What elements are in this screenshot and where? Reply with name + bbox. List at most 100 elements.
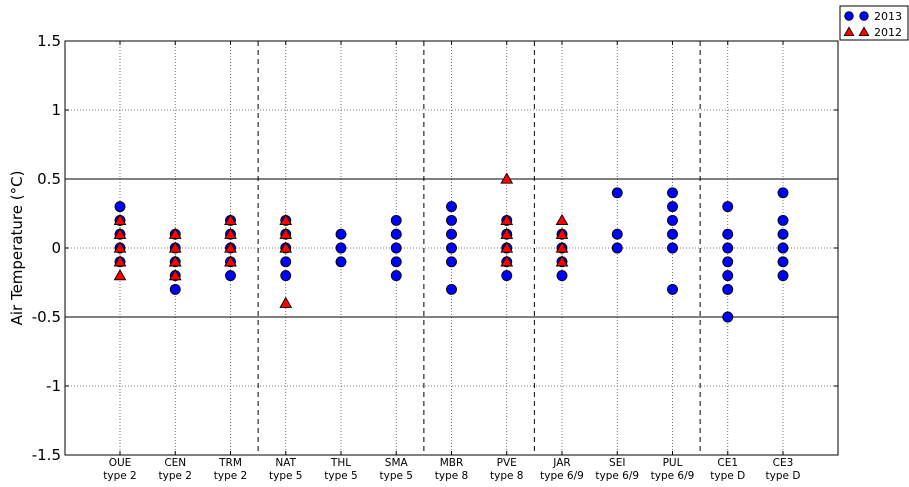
- y-tick-label: 1.5: [37, 32, 61, 50]
- y-tick-label: -0.5: [32, 308, 61, 326]
- x-tick-label-type: type 8: [435, 470, 468, 482]
- point-2013: [777, 214, 789, 226]
- point-2013: [667, 214, 678, 226]
- point-2013: [501, 270, 513, 282]
- y-tick-labels: -1.5 -1 -0.5 0 0.5 1 1.5: [32, 32, 61, 464]
- x-tick-label-code: TRM: [218, 457, 242, 469]
- axis-ticks: [65, 40, 838, 456]
- point-2013: [611, 228, 623, 240]
- point-2012: [500, 227, 514, 239]
- point-2013: [777, 256, 789, 268]
- point-2012: [113, 255, 127, 267]
- point-2013: [777, 270, 789, 282]
- point-2013: [667, 242, 678, 254]
- point-2013: [390, 270, 402, 282]
- x-tick-label-code: PUL: [663, 457, 683, 469]
- point-2012: [224, 241, 237, 253]
- point-2012: [555, 255, 569, 267]
- point-2013: [667, 187, 678, 199]
- x-tick-label-code: CE3: [773, 457, 794, 469]
- y-tick-label: 0: [51, 239, 61, 257]
- point-2012: [168, 227, 182, 239]
- x-tick-label-code: PVE: [497, 457, 517, 469]
- point-2013: [777, 242, 789, 254]
- x-tick-label-type: type 6/9: [540, 470, 584, 482]
- reference-lines: [65, 178, 838, 318]
- point-2013: [611, 242, 623, 254]
- point-2013: [335, 242, 347, 254]
- x-tick-label-type: type 2: [214, 470, 247, 482]
- point-2013: [280, 270, 292, 282]
- x-tick-label-code: SEI: [609, 457, 625, 469]
- point-2013: [390, 256, 402, 268]
- legend: 2013 2012: [839, 5, 909, 41]
- point-2013: [446, 256, 457, 268]
- point-2013: [667, 228, 678, 240]
- x-tick-label-type: type D: [710, 470, 745, 482]
- y-tick-label: -1.5: [32, 446, 61, 464]
- point-2013: [335, 228, 347, 240]
- point-2013: [390, 242, 402, 254]
- point-2012: [555, 227, 569, 239]
- point-2013: [722, 256, 734, 268]
- point-2013: [611, 187, 623, 199]
- point-2012: [113, 227, 127, 239]
- x-tick-label-type: type 2: [103, 470, 136, 482]
- x-tick-label-type: type 2: [159, 470, 192, 482]
- point-2012: [168, 255, 182, 267]
- point-2012: [279, 227, 293, 239]
- point-2012: [500, 172, 514, 184]
- point-2013: [722, 201, 734, 213]
- x-tick-label-type: type D: [766, 470, 801, 482]
- point-2013: [225, 270, 236, 282]
- x-tick-label-code: MBR: [440, 457, 464, 469]
- point-2012: [555, 213, 569, 226]
- x-tick-label-type: type 5: [324, 470, 357, 482]
- point-2012: [224, 227, 237, 239]
- point-2013: [335, 256, 347, 268]
- point-2012: [279, 213, 293, 226]
- x-tick-label-code: THL: [330, 457, 351, 469]
- y-tick-label: 1: [51, 101, 61, 119]
- legend-marker-2012: [858, 26, 870, 36]
- point-2013: [446, 228, 457, 240]
- point-2012: [168, 269, 182, 281]
- y-tick-label: 0.5: [37, 170, 61, 188]
- point-2012: [555, 241, 569, 253]
- point-2013: [777, 187, 789, 199]
- point-2013: [390, 214, 402, 226]
- point-2012: [279, 241, 293, 253]
- legend-marker-2013: [844, 11, 854, 21]
- point-2013: [556, 270, 568, 282]
- point-2012: [500, 241, 514, 253]
- point-2012: [224, 255, 237, 267]
- point-2013: [446, 283, 457, 295]
- x-tick-label-type: type 5: [380, 470, 413, 482]
- x-tick-label-code: JAR: [552, 457, 570, 469]
- point-2012: [113, 213, 127, 226]
- point-2013: [446, 242, 457, 254]
- legend-label-2013: 2013: [874, 10, 902, 23]
- point-2012: [113, 241, 127, 253]
- point-2013: [722, 311, 734, 323]
- point-2013: [114, 201, 126, 213]
- point-2013: [169, 283, 181, 295]
- point-2013: [390, 228, 402, 240]
- point-2013: [446, 214, 457, 226]
- y-tick-label: -1: [46, 377, 61, 395]
- x-tick-label-code: SMA: [385, 457, 409, 469]
- x-tick-label-code: CE1: [717, 457, 738, 469]
- point-2013: [667, 283, 678, 295]
- legend-label-2012: 2012: [874, 26, 902, 39]
- point-2012: [279, 296, 293, 308]
- point-2012: [113, 269, 127, 281]
- point-2013: [722, 270, 734, 282]
- point-2013: [667, 201, 678, 213]
- legend-marker-2012: [843, 26, 855, 36]
- point-2013: [722, 228, 734, 240]
- point-2013: [722, 242, 734, 254]
- point-2012: [168, 241, 182, 253]
- x-tick-label-type: type 8: [490, 470, 523, 482]
- point-2012: [500, 255, 514, 267]
